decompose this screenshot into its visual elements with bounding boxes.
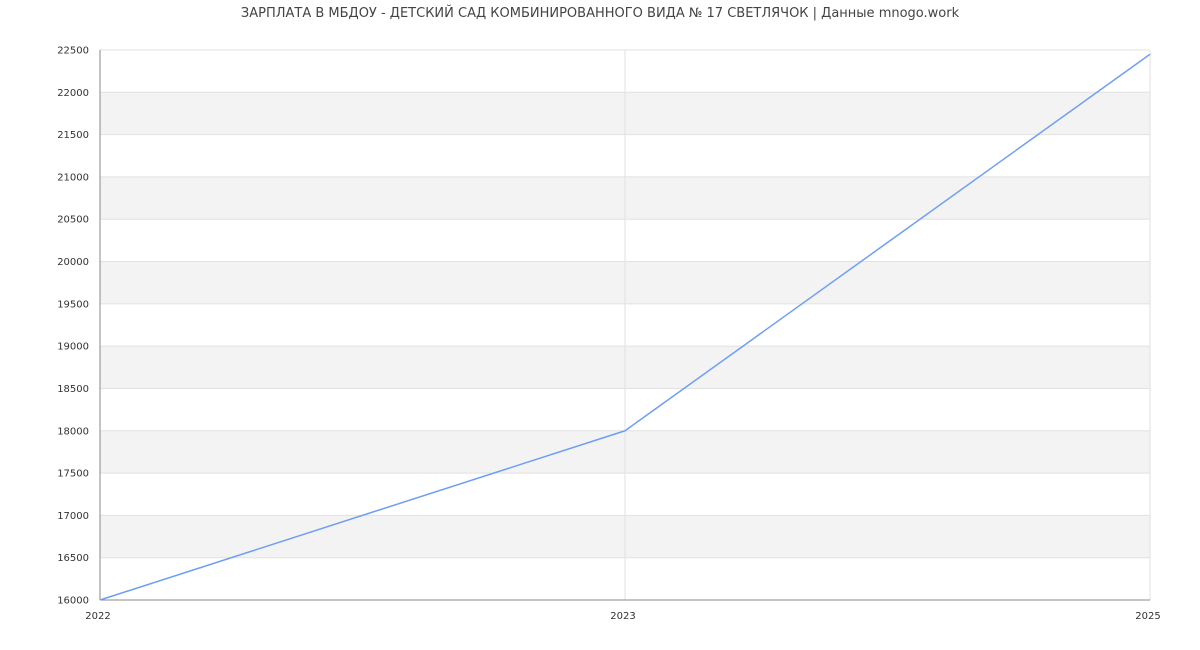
y-tick-label: 18500 bbox=[57, 384, 89, 395]
y-tick-label: 19500 bbox=[57, 299, 89, 310]
chart-title: ЗАРПЛАТА В МБДОУ - ДЕТСКИЙ САД КОМБИНИРО… bbox=[240, 6, 960, 21]
x-tick-label: 2025 bbox=[1135, 611, 1160, 622]
y-tick-label: 19000 bbox=[57, 342, 89, 353]
y-tick-label: 17500 bbox=[57, 469, 89, 480]
y-tick-label: 22500 bbox=[57, 46, 89, 57]
y-tick-label: 18000 bbox=[57, 426, 89, 437]
x-tick-label: 2022 bbox=[85, 611, 110, 622]
y-tick-label: 21000 bbox=[57, 172, 89, 183]
x-tick-label: 2023 bbox=[610, 611, 635, 622]
y-tick-label: 16500 bbox=[57, 553, 89, 564]
y-tick-label: 22000 bbox=[57, 88, 89, 99]
y-tick-label: 16000 bbox=[57, 596, 89, 607]
y-tick-label: 21500 bbox=[57, 130, 89, 141]
y-tick-label: 20000 bbox=[57, 257, 89, 268]
y-tick-label: 17000 bbox=[57, 511, 89, 522]
y-tick-label: 20500 bbox=[57, 215, 89, 226]
